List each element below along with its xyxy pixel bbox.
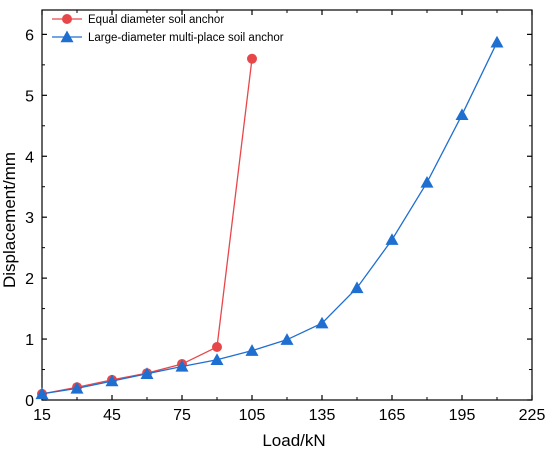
legend-item-2: Large-diameter multi-place soil anchor [52,30,284,44]
legend-marker [60,30,74,43]
data-point [35,387,49,400]
data-point [105,374,119,387]
x-tick-label: 105 [239,407,266,424]
legend-item-1: Equal diameter soil anchor [52,14,224,26]
y-tick-label: 4 [25,149,34,166]
x-tick-label: 45 [103,407,121,424]
x-axis-label: Load/kN [262,431,325,450]
x-tick-label: 165 [379,407,406,424]
legend-label: Large-diameter multi-place soil anchor [88,32,284,44]
x-tick-label: 75 [173,407,191,424]
y-tick-label: 1 [25,332,34,349]
x-tick-label: 225 [519,407,546,424]
data-point [350,281,364,294]
data-point [280,333,294,345]
data-point [212,341,222,352]
y-tick-label: 3 [25,210,34,227]
data-point [490,35,504,48]
data-point [385,233,399,245]
y-tick-label: 6 [25,27,34,44]
y-tick-label: 2 [25,271,34,288]
data-point [420,175,434,188]
x-tick-label: 135 [309,407,336,424]
y-axis-label: Displacement/mm [0,152,19,288]
legend-marker [62,14,72,24]
data-point [245,344,259,356]
data-point [175,359,189,372]
series-line [41,42,498,395]
series-2 [35,35,504,400]
data-point [315,316,329,329]
legend-label: Equal diameter soil anchor [88,14,224,26]
y-tick-label: 0 [25,393,34,410]
y-tick-label: 5 [25,88,34,105]
data-point [140,367,154,379]
x-tick-label: 15 [33,407,51,424]
data-point [70,381,84,394]
x-tick-label: 195 [449,407,476,424]
data-point [210,353,224,365]
data-point [247,53,257,64]
data-point [455,108,469,121]
series-1 [37,53,257,399]
